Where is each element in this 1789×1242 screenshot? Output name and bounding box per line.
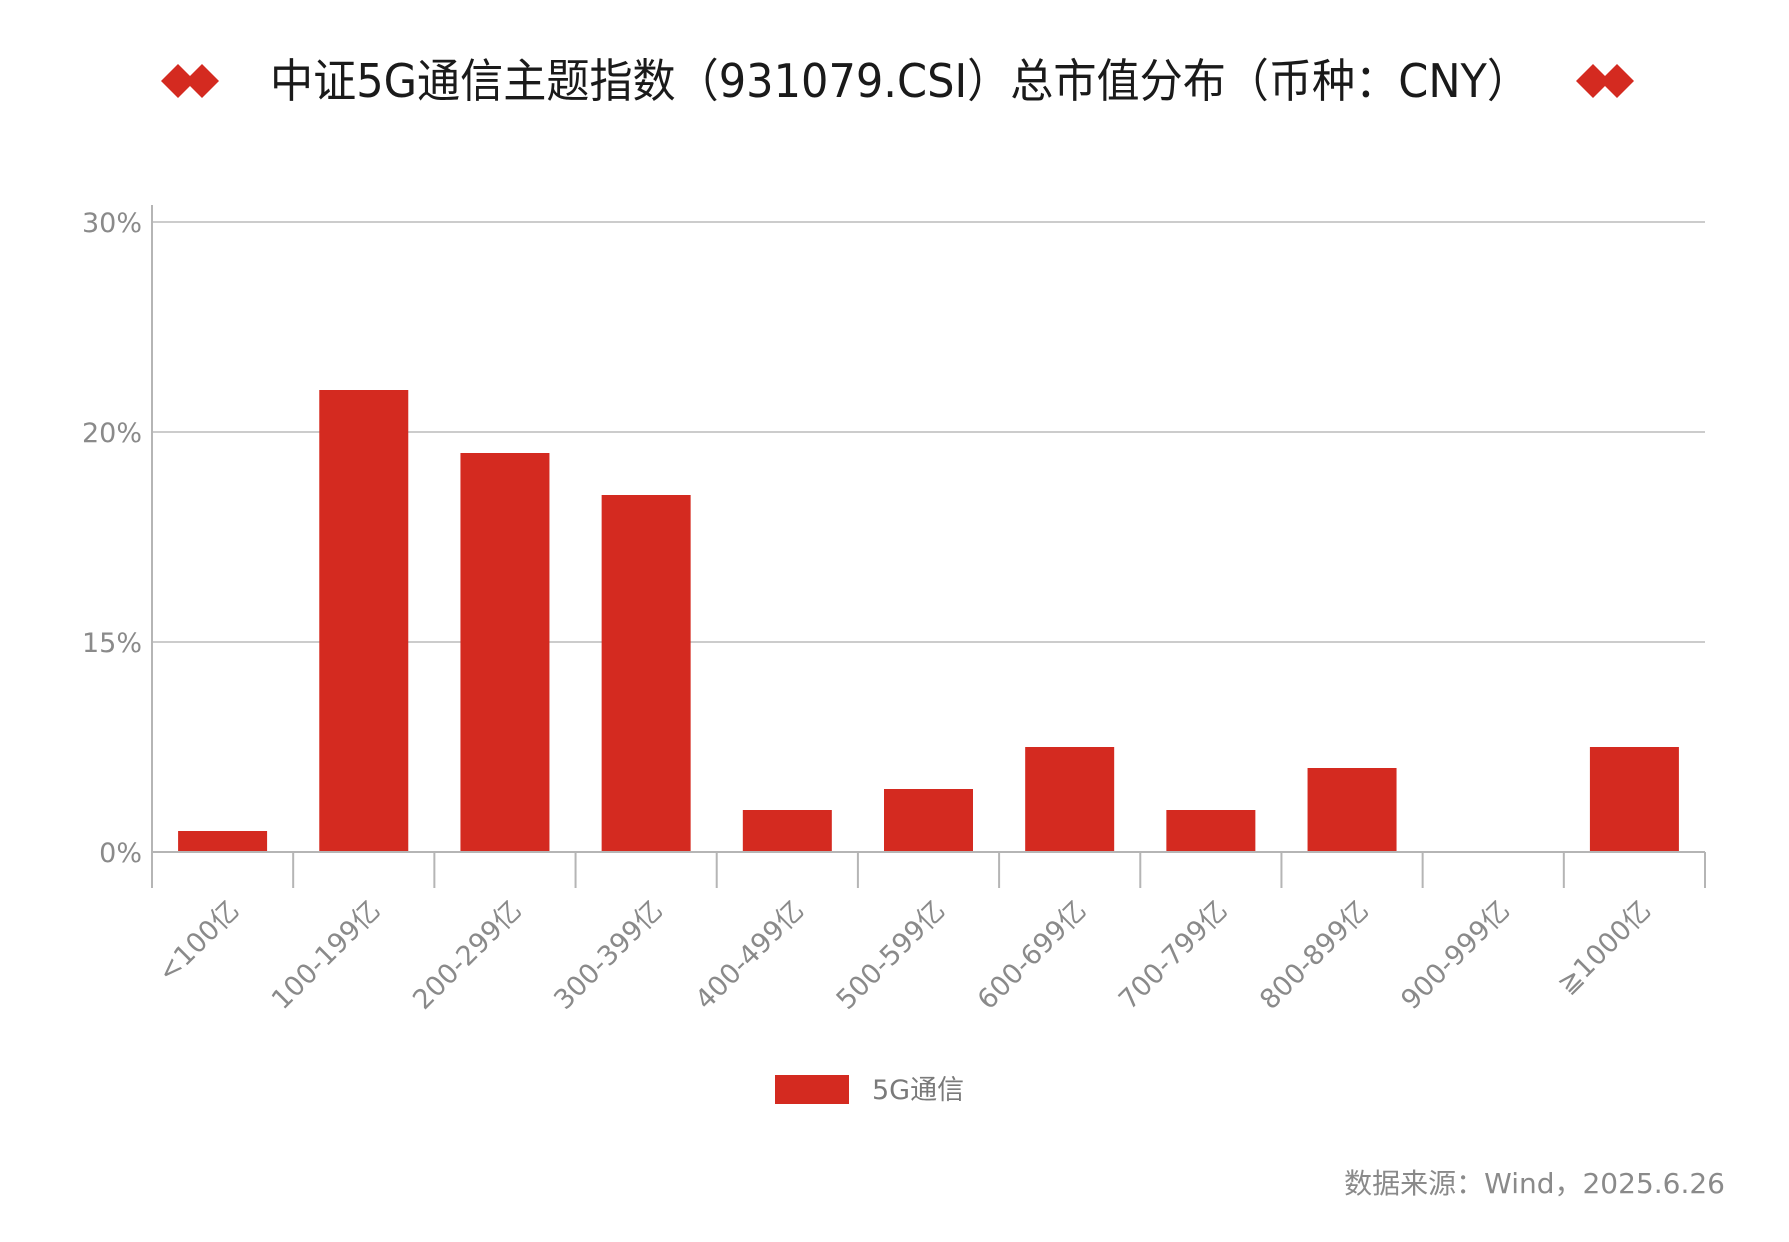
title-right-diamonds-icon xyxy=(1576,64,1634,98)
y-tick-label: 0% xyxy=(99,838,142,869)
x-tick-label: 600-699亿 xyxy=(972,895,1093,1016)
axes xyxy=(151,205,1706,888)
bar-10 xyxy=(1589,747,1679,852)
y-tick-label: 15% xyxy=(82,628,142,659)
bar-6 xyxy=(1025,747,1115,852)
chart-title: 中证5G通信主题指数（931079.CSI）总市值分布（币种：CNY） xyxy=(270,54,1530,108)
bar-1 xyxy=(319,390,409,852)
grid-lines xyxy=(152,221,1705,643)
bar-7 xyxy=(1166,810,1256,852)
title-left-diamonds-icon xyxy=(161,64,219,98)
x-tick-label: 200-299亿 xyxy=(407,895,528,1016)
bar-3 xyxy=(601,495,691,852)
bar-8 xyxy=(1307,768,1397,852)
y-axis-ticks: 0% 15% 20% 30% xyxy=(82,208,142,869)
x-tick-label: 900-999亿 xyxy=(1395,895,1516,1016)
x-tick-label: ≧1000亿 xyxy=(1552,895,1658,1001)
source-note: 数据来源：Wind，2025.6.26 xyxy=(1344,1167,1725,1200)
x-tick-label: 300-399亿 xyxy=(548,895,669,1016)
bar-2 xyxy=(460,453,550,852)
bar-0 xyxy=(178,831,268,852)
bar-4 xyxy=(742,810,832,852)
x-tick-label: 800-899亿 xyxy=(1254,895,1375,1016)
bar-5 xyxy=(884,789,973,852)
y-tick-label: 30% xyxy=(82,208,142,239)
legend-label: 5G通信 xyxy=(872,1075,964,1106)
x-axis-ticks: <100亿 100-199亿 200-299亿 300-399亿 400-499亿 500… xyxy=(152,895,1657,1016)
bars xyxy=(178,390,1679,852)
legend-swatch xyxy=(775,1075,849,1104)
x-tick-label: 700-799亿 xyxy=(1113,895,1234,1016)
x-tick-label: 400-499亿 xyxy=(689,895,810,1016)
x-tick-label: 500-599亿 xyxy=(831,895,952,1016)
x-tick-label: 100-199亿 xyxy=(266,895,387,1016)
y-tick-label: 20% xyxy=(82,418,142,449)
legend: 5G通信 xyxy=(775,1075,964,1106)
x-tick-label: <100亿 xyxy=(152,895,245,988)
